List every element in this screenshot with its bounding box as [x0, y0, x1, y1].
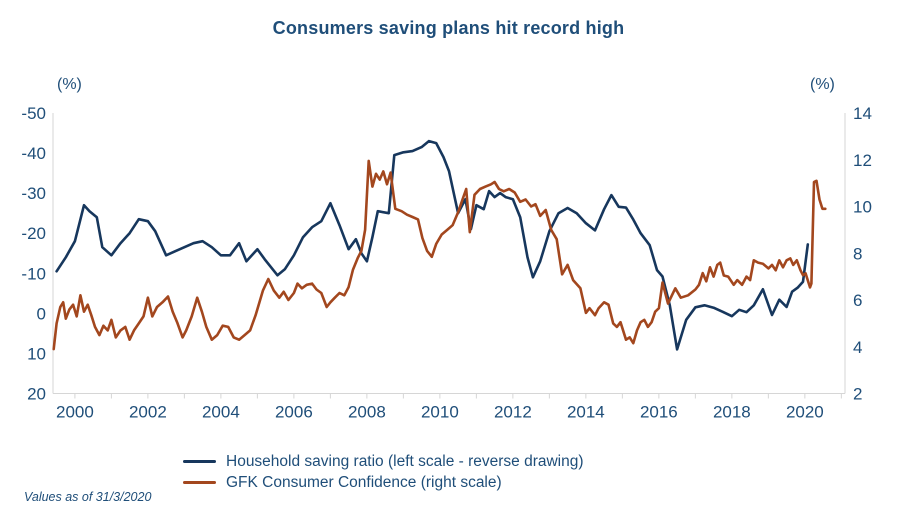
legend-swatch-navy [183, 460, 216, 463]
left-axis-tick-label: -40 [21, 144, 46, 163]
left-axis-tick-label: -50 [21, 104, 46, 123]
left-axis-tick-label: -30 [21, 184, 46, 203]
legend-swatch-brown [183, 481, 216, 484]
left-axis-tick-label: -20 [21, 224, 46, 243]
left-axis-tick-label: 20 [27, 385, 46, 404]
left-axis-tick-label: -10 [21, 264, 46, 283]
right-axis-tick-label: 12 [853, 151, 872, 170]
x-axis-tick-label: 2020 [786, 403, 824, 422]
household-saving-ratio-line [55, 139, 810, 351]
x-axis-tick-label: 2002 [129, 403, 167, 422]
x-axis-tick-label: 2018 [713, 403, 751, 422]
x-axis-tick-label: 2004 [202, 403, 240, 422]
x-axis-tick-label: 2012 [494, 403, 532, 422]
right-axis-tick-label: 14 [853, 104, 872, 123]
legend-label-household-saving-ratio: Household saving ratio (left scale - rev… [226, 452, 584, 470]
legend-item-gfk-consumer-confidence: GFK Consumer Confidence (right scale) [183, 472, 584, 493]
x-axis-tick-label: 2014 [567, 403, 605, 422]
left-axis-unit-label: (%) [57, 76, 82, 93]
x-axis-tick-label: 2016 [640, 403, 678, 422]
x-axis-tick-label: 2006 [275, 403, 313, 422]
x-axis-tick-label: 2008 [348, 403, 386, 422]
left-axis-tick-label: 0 [37, 304, 46, 323]
legend-item-household-saving-ratio: Household saving ratio (left scale - rev… [183, 451, 584, 472]
right-axis-unit-label: (%) [810, 76, 835, 93]
right-axis-tick-label: 4 [853, 338, 862, 357]
chart-title: Consumers saving plans hit record high [272, 18, 625, 38]
legend: Household saving ratio (left scale - rev… [183, 451, 584, 493]
gfk-consumer-confidence-line [52, 159, 827, 351]
right-axis-tick-label: 8 [853, 244, 862, 263]
x-axis-tick-label: 2000 [56, 403, 94, 422]
right-axis-tick-label: 2 [853, 385, 862, 404]
legend-label-gfk-consumer-confidence: GFK Consumer Confidence (right scale) [226, 473, 502, 491]
left-axis-tick-label: 10 [27, 344, 46, 363]
x-axis-tick-label: 2010 [421, 403, 459, 422]
right-axis-tick-label: 10 [853, 198, 872, 217]
right-axis-tick-label: 6 [853, 291, 862, 310]
footnote: Values as of 31/3/2020 [24, 490, 152, 504]
